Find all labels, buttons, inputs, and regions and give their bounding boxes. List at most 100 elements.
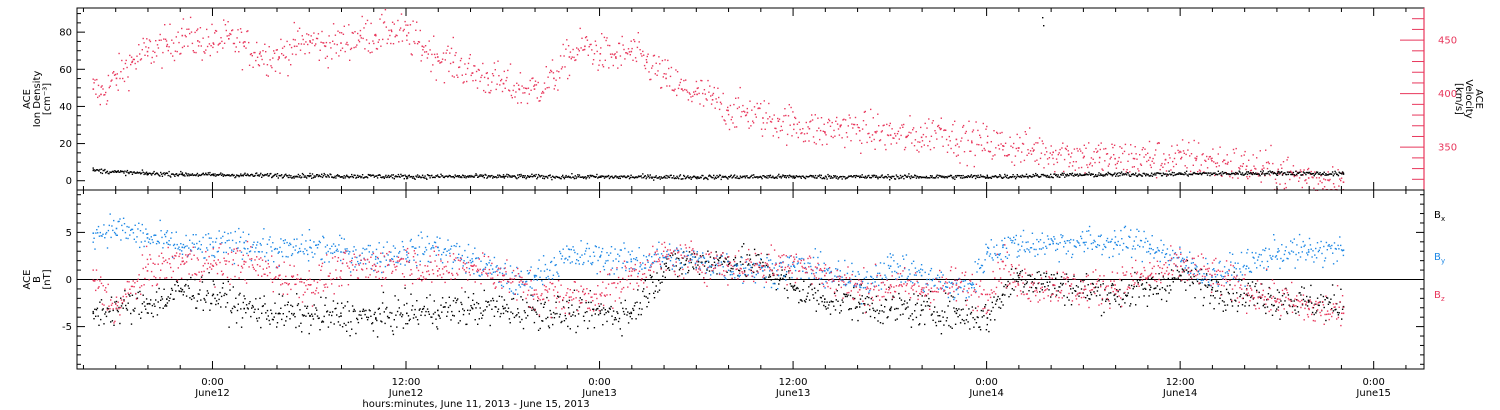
data-point bbox=[930, 135, 933, 137]
data-point bbox=[1104, 160, 1106, 162]
data-point bbox=[814, 174, 817, 177]
data-point bbox=[117, 89, 119, 91]
data-point bbox=[240, 173, 242, 175]
data-point bbox=[538, 100, 540, 102]
data-point bbox=[311, 251, 313, 254]
data-point bbox=[809, 121, 811, 123]
data-point bbox=[824, 175, 827, 177]
data-point bbox=[443, 82, 446, 84]
data-point bbox=[730, 267, 732, 270]
data-point bbox=[245, 304, 248, 306]
data-point bbox=[1205, 273, 1208, 275]
data-point bbox=[903, 303, 905, 305]
data-point bbox=[1135, 175, 1138, 177]
data-point bbox=[534, 84, 536, 86]
data-point bbox=[1237, 173, 1239, 175]
data-point bbox=[1119, 146, 1121, 148]
data-point bbox=[133, 171, 135, 173]
data-point bbox=[1318, 177, 1320, 179]
data-point bbox=[663, 263, 666, 265]
data-point bbox=[1314, 171, 1316, 173]
data-point bbox=[1079, 148, 1081, 150]
data-point bbox=[121, 59, 123, 62]
data-point bbox=[1134, 146, 1136, 148]
data-point bbox=[135, 172, 137, 174]
data-point bbox=[1075, 290, 1077, 292]
data-point bbox=[693, 268, 695, 270]
data-point bbox=[823, 301, 826, 303]
data-point bbox=[838, 177, 840, 179]
data-point bbox=[1014, 279, 1016, 281]
data-point bbox=[200, 299, 202, 301]
data-point bbox=[874, 148, 876, 150]
data-point bbox=[190, 276, 192, 279]
left-tick-label: 20 bbox=[59, 139, 72, 150]
data-point bbox=[1313, 175, 1315, 177]
data-point bbox=[821, 177, 823, 180]
data-point bbox=[166, 298, 168, 300]
data-point bbox=[691, 176, 693, 179]
data-point bbox=[193, 51, 195, 54]
data-point bbox=[667, 59, 669, 62]
data-point bbox=[359, 262, 362, 264]
data-point bbox=[713, 174, 715, 177]
data-point bbox=[554, 177, 556, 179]
data-point bbox=[949, 174, 952, 177]
data-point bbox=[927, 304, 929, 307]
data-point bbox=[1282, 161, 1285, 163]
data-point bbox=[1114, 172, 1116, 174]
data-point bbox=[618, 317, 621, 320]
data-point bbox=[264, 255, 266, 258]
data-point bbox=[1128, 153, 1130, 156]
data-point bbox=[251, 174, 254, 176]
data-point bbox=[654, 73, 656, 75]
data-point bbox=[733, 174, 736, 176]
data-point bbox=[1007, 280, 1009, 283]
data-point bbox=[1337, 169, 1339, 171]
data-point bbox=[307, 312, 310, 315]
data-point bbox=[1254, 285, 1256, 288]
data-point bbox=[545, 175, 547, 178]
data-point bbox=[664, 59, 666, 61]
data-point bbox=[477, 323, 479, 325]
data-point bbox=[1161, 162, 1163, 165]
data-point bbox=[693, 93, 696, 96]
data-point bbox=[959, 314, 961, 316]
data-point bbox=[718, 108, 721, 111]
data-point bbox=[1195, 278, 1198, 281]
data-point bbox=[526, 102, 529, 105]
data-point bbox=[1284, 172, 1286, 174]
data-point bbox=[638, 175, 641, 178]
data-point bbox=[291, 177, 294, 179]
data-point bbox=[246, 173, 249, 175]
data-point bbox=[876, 176, 878, 178]
data-point bbox=[900, 299, 903, 301]
data-point bbox=[186, 245, 188, 247]
data-point bbox=[885, 299, 888, 301]
data-point bbox=[780, 125, 782, 128]
data-point bbox=[94, 248, 96, 250]
data-point bbox=[788, 174, 791, 176]
data-point bbox=[467, 176, 470, 178]
data-point bbox=[579, 176, 581, 178]
data-point bbox=[430, 70, 432, 73]
data-point bbox=[517, 312, 520, 314]
data-point bbox=[1232, 172, 1234, 175]
data-point bbox=[1065, 278, 1067, 280]
data-point bbox=[1019, 136, 1021, 139]
data-point bbox=[463, 176, 465, 179]
data-point bbox=[282, 313, 284, 315]
data-point bbox=[1013, 164, 1016, 166]
data-point bbox=[138, 222, 140, 224]
data-point bbox=[970, 150, 972, 152]
data-point bbox=[476, 87, 479, 89]
data-point bbox=[123, 223, 126, 225]
data-point bbox=[139, 246, 141, 249]
data-point bbox=[513, 175, 516, 177]
data-point bbox=[587, 175, 590, 177]
data-point bbox=[1013, 176, 1015, 178]
data-point bbox=[1281, 174, 1284, 176]
data-point bbox=[452, 176, 454, 178]
data-point bbox=[1265, 161, 1268, 164]
data-point bbox=[161, 67, 163, 69]
